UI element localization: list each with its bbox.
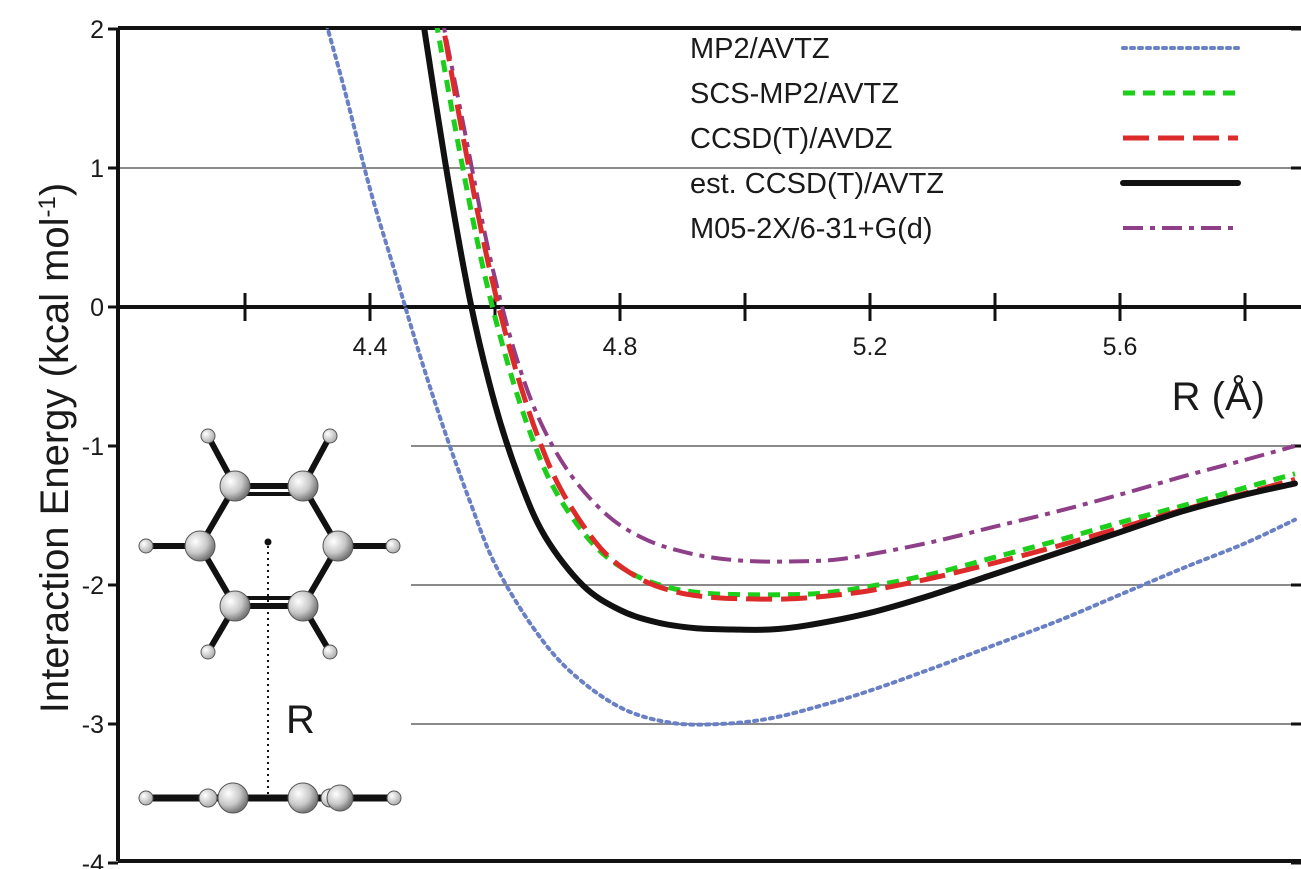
y-axis-title-superscript: -1 (34, 196, 61, 217)
y-tick-labels: -4 -3 -2 -1 0 1 2 (82, 16, 104, 869)
y-tick-label: -3 (82, 711, 104, 739)
gridlines (118, 167, 1301, 725)
x-tick-label: 4.4 (353, 333, 388, 361)
x-tick-label: 4.8 (603, 333, 638, 361)
y-tick-label: 0 (90, 294, 104, 322)
distance-label: R (286, 698, 315, 742)
legend-label: MP2/AVTZ (690, 33, 830, 65)
axes (108, 26, 1301, 865)
x-tick-labels: 4.4 4.8 5.2 5.6 (353, 333, 1138, 361)
y-tick-label: -2 (82, 572, 104, 600)
y-tick-label: -4 (82, 850, 104, 869)
y-axis-title-main: Interaction Energy (kcal mol (33, 217, 77, 713)
x-tick-label: 5.6 (1103, 333, 1138, 361)
series-line-m05-2x-6-31-g-d (442, 28, 1296, 564)
top-ring-atoms (138, 428, 401, 660)
x-tick-label: 5.2 (853, 333, 888, 361)
series-line-mp2-avtz (325, 28, 1297, 727)
series-line-ccsd-t-avdz (440, 28, 1296, 602)
benzene-dimer-illustration: R (126, 420, 411, 845)
legend-label: SCS-MP2/AVTZ (690, 78, 899, 110)
series (325, 28, 1298, 727)
legend: MP2/AVTZ SCS-MP2/AVTZ CCSD(T)/AVDZ est. CCS… (690, 33, 1241, 245)
y-tick-label: 2 (90, 16, 104, 44)
ring-centroid (264, 538, 272, 546)
y-tick-label: -1 (82, 433, 104, 461)
y-axis-title: Interaction Energy (kcal mol-1) (33, 183, 77, 713)
series-line-est-ccsd-t-avtz (421, 28, 1298, 633)
legend-label: CCSD(T)/AVDZ (690, 123, 892, 155)
x-axis-title: R (Å) (1172, 374, 1265, 419)
series-line-scs-mp2-avtz (434, 28, 1296, 598)
legend-label: est. CCSD(T)/AVTZ (690, 168, 944, 200)
bottom-benzene-ring (138, 782, 402, 814)
y-axis-title-close: ) (33, 183, 77, 196)
y-tick-label: 1 (90, 155, 104, 183)
legend-label: M05-2X/6-31+G(d) (690, 213, 933, 245)
